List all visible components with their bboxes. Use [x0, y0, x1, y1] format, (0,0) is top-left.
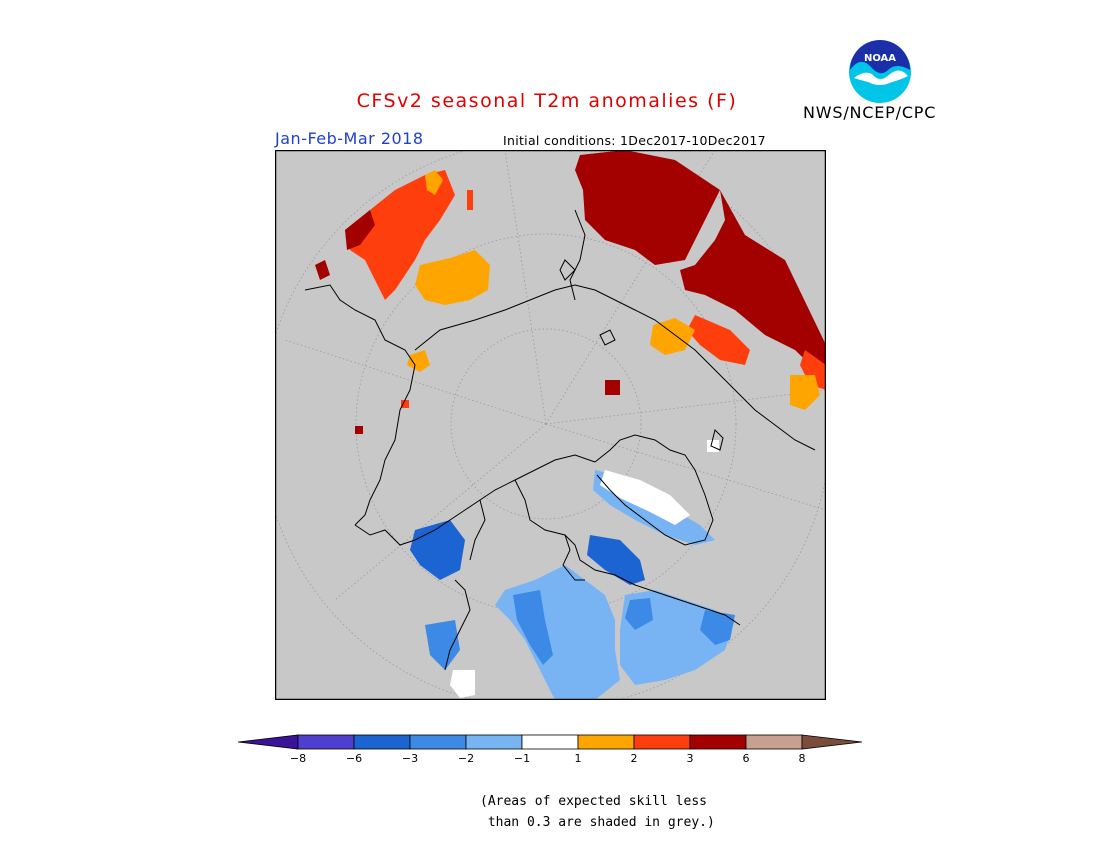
legend-tick: −8	[289, 752, 307, 765]
legend-tick: −2	[457, 752, 475, 765]
legend-bin	[521, 734, 579, 750]
legend-bin	[577, 734, 635, 750]
legend-tick: 6	[742, 752, 750, 765]
logo-sky	[850, 40, 910, 74]
legend-bin	[689, 734, 747, 750]
latitude-60-circle	[355, 233, 737, 615]
forecast-period: Jan-Feb-Mar 2018	[275, 129, 424, 148]
logo-text: NOAA	[864, 53, 896, 64]
map-title-text: CFSv2 seasonal T2m anomalies (F)	[356, 90, 738, 112]
legend-tick: −3	[401, 752, 419, 765]
legend-tick: −1	[513, 752, 531, 765]
legend-lower-arrow	[238, 734, 299, 750]
legend-upper-arrow	[801, 734, 862, 750]
legend-tick: −6	[345, 752, 363, 765]
latitude-75-circle	[450, 328, 642, 520]
legend-tick: 8	[798, 752, 806, 765]
organization-label: NWS/NCEP/CPC	[803, 103, 937, 122]
legend-bin	[633, 734, 691, 750]
map-frame	[275, 150, 826, 700]
coastlines	[304, 209, 816, 671]
seagull-icon	[854, 70, 908, 85]
legend-bin	[353, 734, 411, 750]
cool-anomaly-north-america	[410, 470, 735, 700]
legend-tick: 3	[686, 752, 694, 765]
skill-note-line-2: than 0.3 are shaded in grey.)	[480, 815, 715, 830]
noaa-logo: NOAA	[849, 40, 911, 103]
legend-tick: 2	[630, 752, 638, 765]
legend-bin	[465, 734, 523, 750]
warm-anomaly-siberia	[575, 150, 826, 452]
legend-bin	[409, 734, 467, 750]
initial-conditions: Initial conditions: 1Dec2017-10Dec2017	[503, 133, 766, 148]
polar-stereographic-map	[275, 150, 826, 700]
legend-bin	[745, 734, 803, 750]
skill-note: (Areas of expected skill less than 0.3 a…	[480, 791, 715, 833]
warm-anomaly-europe	[315, 170, 490, 434]
skill-note-line-1: (Areas of expected skill less	[480, 794, 707, 809]
color-legend	[238, 734, 862, 750]
legend-tick: 1	[574, 752, 582, 765]
map-title: CFSv2 seasonal T2m anomalies (F)	[0, 90, 1100, 112]
legend-bin	[297, 734, 355, 750]
